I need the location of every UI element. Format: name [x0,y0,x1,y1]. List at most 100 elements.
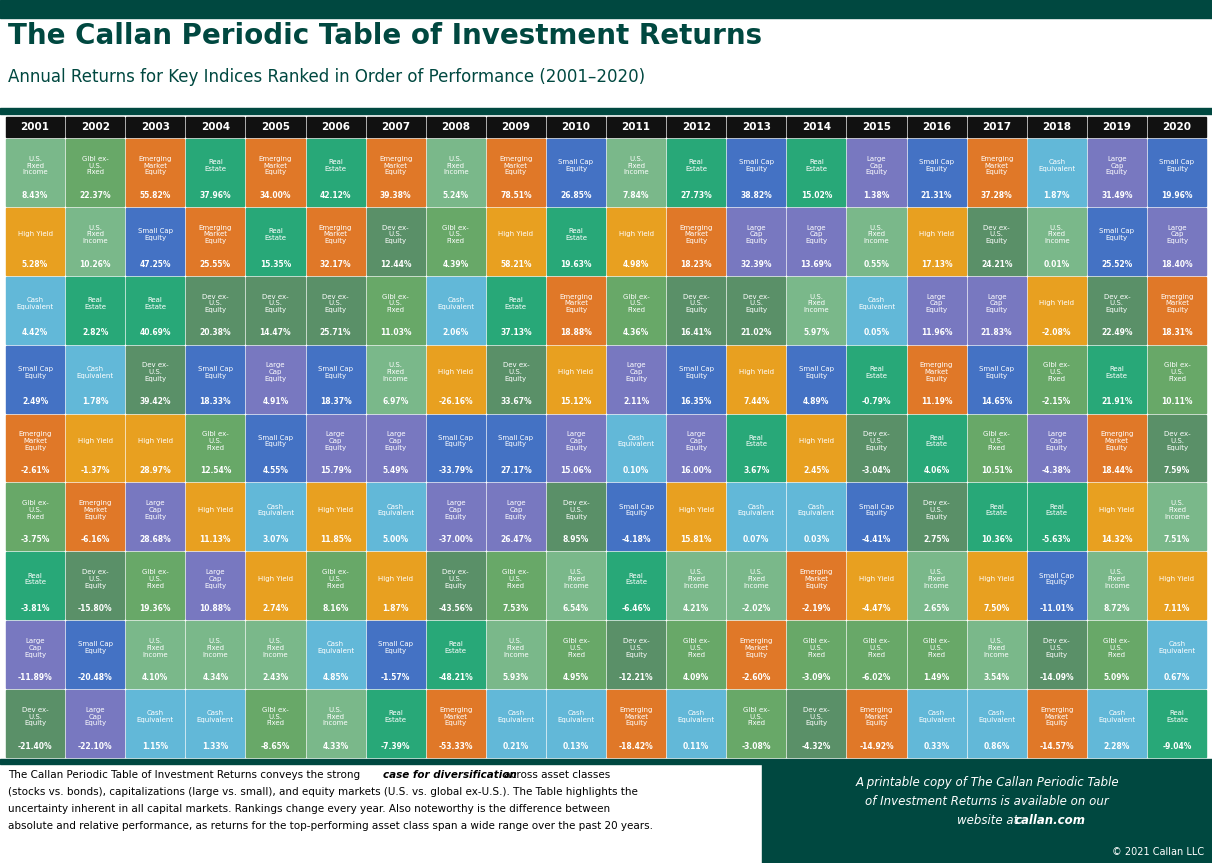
Text: Dev ex-
U.S.
Equity: Dev ex- U.S. Equity [142,362,168,382]
Text: 2017: 2017 [982,122,1011,132]
Bar [67,483,124,551]
Text: Large
Cap
Equity: Large Cap Equity [625,362,647,382]
Text: -6.46%: -6.46% [622,604,651,613]
Text: -0.79%: -0.79% [862,397,891,406]
Bar [427,277,485,343]
Text: 2006: 2006 [321,122,350,132]
Text: High Yield: High Yield [679,507,714,513]
Bar [607,483,665,551]
Text: Large
Cap
Equity: Large Cap Equity [565,432,587,450]
Text: 32.17%: 32.17% [320,260,351,268]
Bar [847,690,905,757]
Text: U.S.
Fixed
Income: U.S. Fixed Income [743,569,770,589]
Text: callan.com: callan.com [1014,814,1086,827]
Text: 18.37%: 18.37% [320,397,351,406]
Text: -3.04%: -3.04% [862,466,891,476]
Bar [366,414,424,482]
Bar [667,117,725,137]
Bar [187,690,245,757]
Text: -18.42%: -18.42% [618,742,653,751]
Bar [607,552,665,620]
Text: U.S.
Fixed
Income: U.S. Fixed Income [1104,569,1130,589]
Text: Glbl ex-
U.S.
Fixed: Glbl ex- U.S. Fixed [863,638,890,658]
Bar [727,552,785,620]
Text: 25.55%: 25.55% [200,260,231,268]
Text: 0.07%: 0.07% [743,535,770,545]
Text: Glbl ex-
U.S.
Fixed: Glbl ex- U.S. Fixed [924,638,950,658]
Bar [187,346,245,413]
Bar [67,208,124,274]
Text: 2019: 2019 [1103,122,1131,132]
Bar [1028,346,1086,413]
Text: Emerging
Market
Equity: Emerging Market Equity [1040,707,1074,727]
Text: 0.05%: 0.05% [863,329,890,337]
Text: -2.08%: -2.08% [1042,329,1071,337]
Text: 5.00%: 5.00% [383,535,408,545]
Text: 11.96%: 11.96% [921,329,953,337]
Text: Cash
Equivalent: Cash Equivalent [1159,641,1195,654]
Bar [187,139,245,206]
Text: U.S.
Fixed
Income: U.S. Fixed Income [864,224,890,244]
Bar [6,208,64,274]
Text: Glbl ex-
U.S.
Fixed: Glbl ex- U.S. Fixed [623,293,650,313]
Bar [788,621,846,688]
Bar [366,621,424,688]
Bar [366,117,424,137]
Text: 40.69%: 40.69% [139,329,171,337]
Text: 39.42%: 39.42% [139,397,171,406]
Bar [607,208,665,274]
Text: Cash
Equivalent: Cash Equivalent [1098,710,1136,723]
Text: Emerging
Market
Equity: Emerging Market Equity [1160,293,1194,313]
Text: -5.63%: -5.63% [1042,535,1071,545]
Bar [547,139,605,206]
Text: 4.39%: 4.39% [442,260,469,268]
Bar [246,690,304,757]
Text: 15.81%: 15.81% [680,535,711,545]
Bar [788,117,846,137]
Text: Small Cap
Equity: Small Cap Equity [559,159,594,172]
Bar [67,117,124,137]
Bar [908,139,966,206]
Text: 4.06%: 4.06% [924,466,950,476]
Text: 14.65%: 14.65% [981,397,1012,406]
Text: Large
Cap
Equity: Large Cap Equity [926,293,948,313]
Text: U.S.
Fixed
Income: U.S. Fixed Income [143,638,168,658]
Text: Small Cap
Equity: Small Cap Equity [498,435,533,448]
Text: 21.31%: 21.31% [921,191,953,199]
Bar [607,139,665,206]
Text: -14.92%: -14.92% [859,742,893,751]
Bar [126,621,184,688]
Text: -26.16%: -26.16% [439,397,473,406]
Text: 1.87%: 1.87% [1044,191,1070,199]
Text: 25.71%: 25.71% [320,329,351,337]
Text: 15.35%: 15.35% [259,260,291,268]
Bar [788,139,846,206]
Bar [788,277,846,343]
Text: Annual Returns for Key Indices Ranked in Order of Performance (2001–2020): Annual Returns for Key Indices Ranked in… [8,68,645,86]
Text: 4.10%: 4.10% [142,673,168,682]
Bar [1148,552,1206,620]
Text: Glbl ex-
U.S.
Fixed: Glbl ex- U.S. Fixed [382,293,408,313]
Bar [1028,414,1086,482]
Text: 10.36%: 10.36% [981,535,1012,545]
Text: website at: website at [957,814,1022,827]
Bar [126,552,184,620]
Bar [908,483,966,551]
Bar [187,117,245,137]
Text: Small Cap
Equity: Small Cap Equity [979,366,1014,379]
Text: 2002: 2002 [81,122,109,132]
Text: 2016: 2016 [922,122,951,132]
Text: 7.44%: 7.44% [743,397,770,406]
Text: -33.79%: -33.79% [439,466,473,476]
Bar [727,117,785,137]
Bar [427,346,485,413]
Bar [908,552,966,620]
Text: 78.51%: 78.51% [501,191,532,199]
Text: -7.39%: -7.39% [381,742,411,751]
Text: High Yield: High Yield [138,438,173,444]
Bar [427,139,485,206]
Bar [847,346,905,413]
Text: Dev ex-
U.S.
Equity: Dev ex- U.S. Equity [82,569,108,589]
Text: 0.11%: 0.11% [684,742,709,751]
Text: 5.24%: 5.24% [442,191,469,199]
